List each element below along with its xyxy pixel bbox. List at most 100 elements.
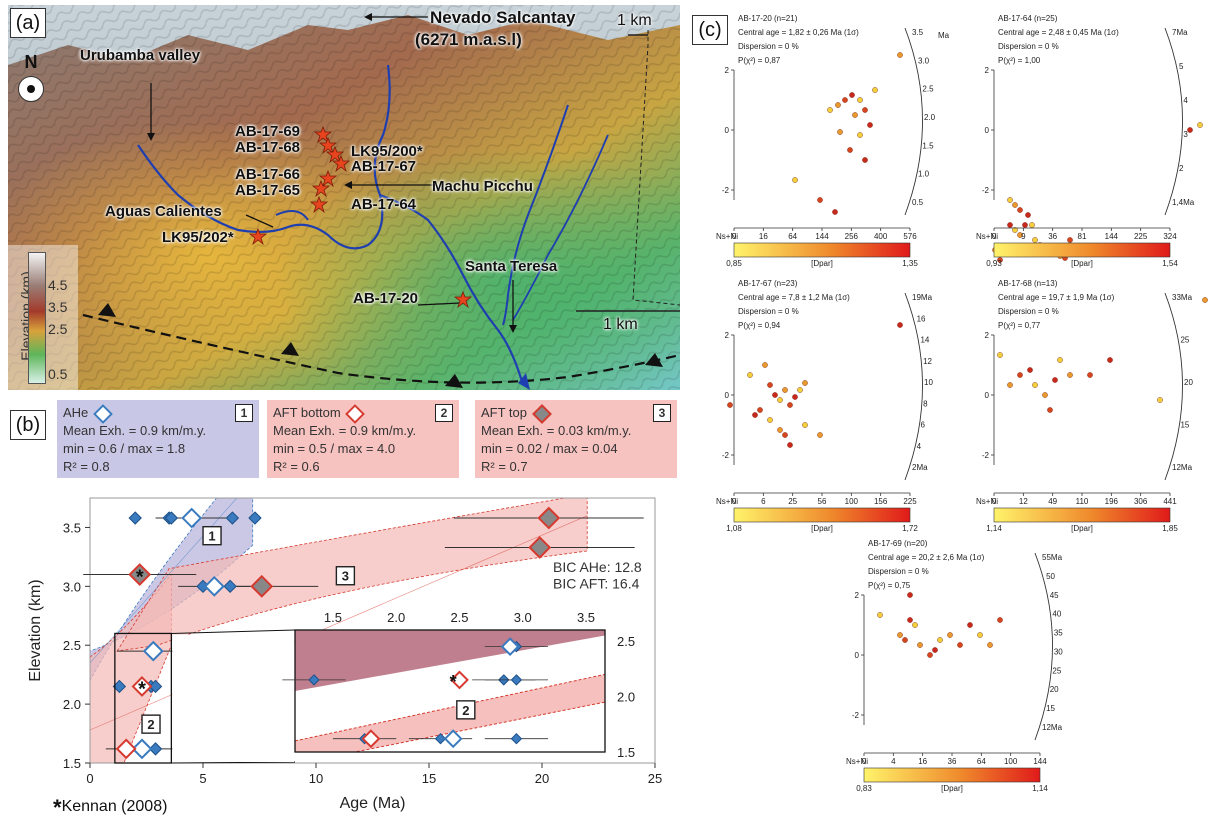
radial-x-tick-label: 49	[1048, 497, 1057, 506]
inset-band-number-label: 2	[462, 703, 469, 718]
star-ab-17-68	[318, 136, 338, 155]
radial-arc-label: 2	[1179, 164, 1184, 173]
inset-y-tick-label: 2.0	[617, 690, 635, 705]
inset-kennan-asterisk: *	[450, 672, 457, 692]
radial-x-tick-label: 36	[948, 757, 957, 766]
radial-arc-label: 2.0	[924, 113, 936, 122]
radial-title: AB-17-67 (n=23)	[738, 279, 798, 288]
aft-top-point	[537, 506, 561, 530]
radial-grain-point	[849, 92, 855, 98]
radial-arc-label: 25	[1180, 336, 1189, 345]
radial-arc-label: 15	[1046, 704, 1055, 713]
radial-grain-point	[827, 107, 833, 113]
aft-top-point	[250, 574, 274, 598]
radial-grain-point	[957, 642, 963, 648]
radial-arc-label: 12Ma	[1042, 723, 1063, 732]
radial-grain-point	[837, 129, 843, 135]
aft-top-point	[128, 563, 152, 586]
radial-grain-point	[1052, 377, 1058, 383]
radial-arc-label: 0.5	[912, 198, 924, 207]
radial-grain-point	[1007, 382, 1013, 388]
radial-grain-point	[897, 632, 903, 638]
scale-label-top: 1 km	[617, 12, 652, 29]
dpar-max-label: 1,85	[1162, 524, 1178, 533]
radial-grain-point	[907, 617, 913, 623]
aft-bottom-diamond-icon	[345, 403, 366, 424]
band-number-label: 2	[147, 717, 154, 732]
radial-grain-point	[757, 407, 763, 413]
x-tick-label: 10	[309, 771, 323, 786]
radial-arc-label: 14	[920, 336, 929, 345]
radial-grain-point	[1007, 197, 1013, 203]
radial-grain-point	[1197, 122, 1203, 128]
ahe-diamond-icon	[93, 403, 113, 424]
ahe-grain-point	[225, 511, 240, 525]
radial-x-tick-label: 100	[1004, 757, 1018, 766]
radial-x-tick-label: 36	[1048, 232, 1057, 241]
radial-x-tick-label: 0	[992, 232, 997, 241]
sample-label-lk95-200: LK95/200*	[351, 143, 423, 160]
radial-grain-point	[1202, 297, 1208, 303]
radial-grain-point	[792, 394, 798, 400]
radial-y-tick-label: 0	[725, 391, 730, 400]
radial-x-tick-label: 9	[1021, 232, 1026, 241]
radial-dispersion: Dispersion = 0 %	[868, 567, 929, 576]
dpar-min-label: 0,93	[986, 259, 1002, 268]
x-axis-label: Age (Ma)	[340, 795, 406, 812]
ahe-mean-point	[181, 507, 203, 529]
inset-gap	[172, 634, 294, 762]
radial-arc-label: 16	[917, 314, 926, 323]
radial-dispersion: Dispersion = 0 %	[738, 42, 799, 51]
legend-aft-bottom-line3: R² = 0.6	[273, 459, 320, 474]
radial-grain-point	[852, 112, 858, 118]
radial-x-tick-label: 441	[1163, 497, 1177, 506]
elevation-tick-1: 4.5	[48, 277, 68, 293]
radial-p-value: P(χ²) = 1,00	[998, 56, 1041, 65]
radial-y-tick-label: 2	[985, 331, 990, 340]
radial-age-arc	[904, 292, 923, 481]
dpar-label: [Dpar]	[1071, 259, 1093, 268]
dpar-min-label: 0,85	[726, 259, 742, 268]
radial-arc-label: 40	[1052, 610, 1061, 619]
sample-stars	[248, 125, 473, 309]
footnote-text: Kennan (2008)	[61, 798, 168, 815]
plot-frame	[89, 497, 656, 764]
y-tick-label: 1.5	[63, 756, 81, 771]
radial-x-tick-label: 4	[891, 757, 896, 766]
radial-grain-point	[767, 417, 773, 423]
sample-label-ab-17-65: AB-17-65	[235, 182, 301, 199]
radial-grain-point	[902, 637, 908, 643]
radial-grain-point	[1187, 127, 1193, 133]
radial-grain-point	[1032, 382, 1038, 388]
radial-arc-label: 20	[1050, 685, 1059, 694]
radial-grain-point	[1107, 357, 1113, 363]
radial-x-tick-label: 64	[788, 232, 797, 241]
ahe-grain-point	[148, 679, 163, 694]
x-tick-label: 15	[422, 771, 436, 786]
radial-y-tick-label: -2	[722, 186, 730, 195]
radial-grain-point	[1012, 227, 1018, 233]
radial-grain-point	[967, 622, 973, 628]
radial-title: AB-17-64 (n=25)	[998, 14, 1058, 23]
legend-ahe-number: 1	[235, 404, 253, 422]
radial-grain-point	[1017, 207, 1023, 213]
radial-age-arc	[1034, 552, 1053, 741]
radial-arc-label: 45	[1050, 591, 1059, 600]
radial-grain-point	[862, 157, 868, 163]
radial-arc-label: 10	[924, 378, 933, 387]
band-number-box	[202, 525, 222, 546]
sample-label-ab-17-66: AB-17-66	[235, 166, 301, 183]
radial-plot-ab-17-68: AB-17-68 (n=13) Central age = 19,7 ± 1,9 …	[976, 279, 1193, 533]
label-machu-picchu: Machu Picchu	[432, 178, 533, 195]
star-lk95-200	[325, 145, 345, 164]
band-number-label: 3	[342, 569, 349, 584]
radial-central-age: Central age = 19,7 ± 1,9 Ma (1σ)	[998, 293, 1115, 302]
radial-arc-label: 25	[1052, 666, 1061, 675]
radial-grain-point	[977, 632, 983, 638]
legend-ahe-line3: R² = 0.8	[63, 459, 110, 474]
star-ab-17-67	[331, 154, 351, 173]
radial-grain-point	[857, 97, 863, 103]
radial-title: AB-17-69 (n=20)	[868, 539, 928, 548]
radial-x-tick-label: 196	[1105, 497, 1119, 506]
radial-grain-point	[917, 642, 923, 648]
